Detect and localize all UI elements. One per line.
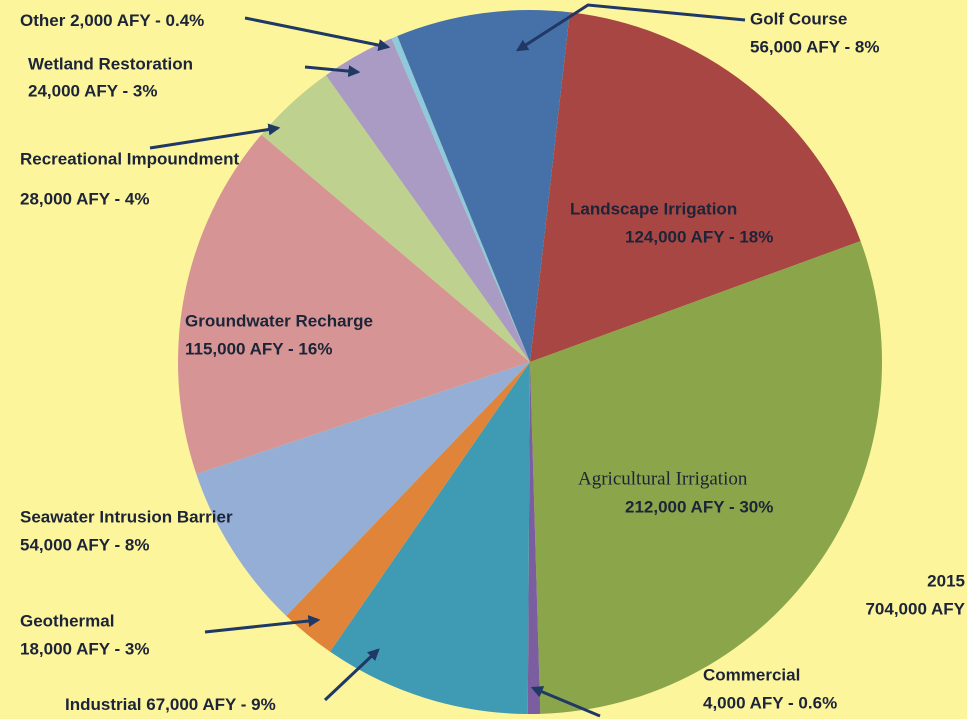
value-label: 4,000 AFY - 0.6%: [703, 693, 837, 712]
pie-slice: [325, 38, 530, 362]
pie-slice: [527, 362, 541, 714]
arrow: [323, 648, 380, 702]
category-label: Wetland Restoration: [28, 54, 193, 73]
value-label: 124,000 AFY - 18%: [625, 227, 773, 246]
category-label: Landscape Irrigation: [570, 199, 737, 218]
arrow: [149, 123, 281, 150]
pie-slice: [329, 362, 530, 714]
category-label: Golf Course: [750, 9, 847, 28]
category-label: Commercial: [703, 665, 800, 684]
value-label: 28,000 AFY - 4%: [20, 189, 149, 208]
pie-slice: [286, 362, 530, 652]
arrow: [515, 3, 746, 52]
arrow: [304, 65, 361, 78]
value-label: 54,000 AFY - 8%: [20, 535, 149, 554]
arrow: [244, 16, 391, 51]
pie-slice: [397, 9, 570, 362]
category-label: Other: [20, 11, 66, 30]
pie-slice: [530, 241, 882, 714]
slice-label: Other 2,000 AFY - 0.4%: [20, 11, 204, 30]
slice-label: Industrial 67,000 AFY - 9%: [65, 695, 276, 714]
value-label: 24,000 AFY - 3%: [28, 81, 157, 100]
category-label: Industrial: [65, 695, 142, 714]
annotation-total: 704,000 AFY: [865, 599, 965, 618]
pie-slice: [530, 12, 861, 363]
pie-slice: [261, 75, 530, 362]
category-label: Seawater Intrusion Barrier: [20, 507, 233, 526]
category-label: Groundwater Recharge: [185, 311, 373, 330]
value-label: 67,000 AFY - 9%: [146, 695, 275, 714]
pie-slice: [196, 362, 530, 616]
annotation-year: 2015: [927, 571, 965, 590]
value-label: 115,000 AFY - 16%: [185, 339, 332, 358]
value-label: 2,000 AFY - 0.4%: [70, 11, 204, 30]
value-label: 212,000 AFY - 30%: [625, 497, 773, 516]
category-label: Agricultural Irrigation: [578, 468, 748, 489]
value-label: 18,000 AFY - 3%: [20, 639, 149, 658]
arrow: [204, 615, 321, 634]
pie-slice: [391, 35, 530, 362]
category-label: Recreational Impoundment: [20, 149, 239, 168]
category-label: Geothermal: [20, 611, 114, 630]
pie-slice: [178, 134, 530, 475]
value-label: 56,000 AFY - 8%: [750, 37, 879, 56]
arrow: [530, 686, 601, 718]
